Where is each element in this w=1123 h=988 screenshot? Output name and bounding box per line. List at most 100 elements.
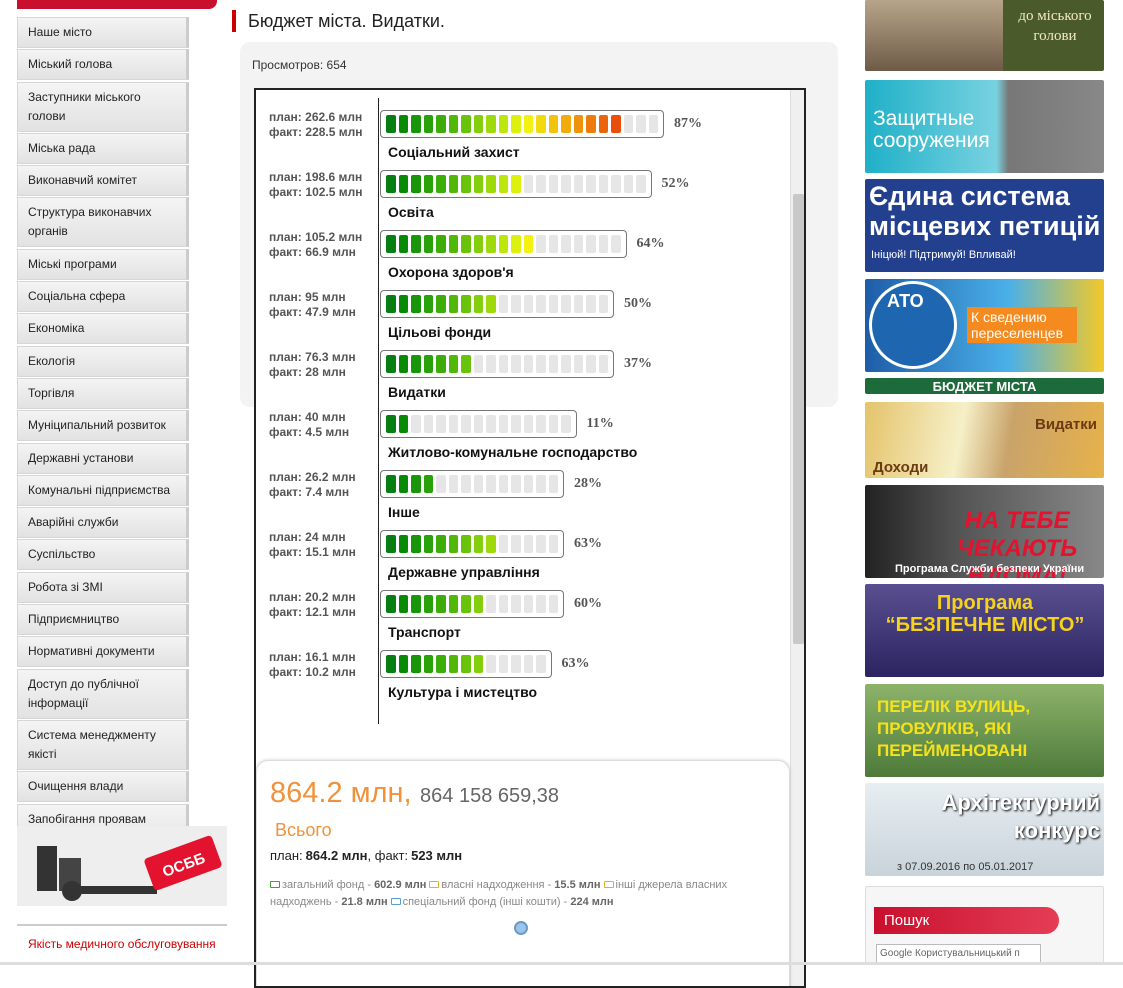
bar-segment [411, 655, 421, 673]
budget-row: план: 40 млн факт: 4.5 млн 11% Житлово-кому… [256, 410, 786, 470]
plan-prefix: план: [269, 170, 302, 184]
plan-label: план: 198.6 млн [269, 170, 362, 185]
mayor-banner[interactable]: до міського голови [865, 0, 1104, 71]
total-amount-line: 864.2 млн, 864 158 659,38 [270, 777, 559, 810]
safe-city-banner[interactable]: Програма “БЕЗПЕЧНЕ МІСТО” [865, 584, 1104, 677]
budget-banner[interactable]: Доходи Видатки [865, 402, 1104, 478]
bar-segment [586, 235, 596, 253]
petitions-banner[interactable]: Єдина система місцевих петицій Ініцюй! П… [865, 179, 1104, 272]
menu-item[interactable]: Наше місто [17, 17, 189, 48]
fact-prefix: факт: [269, 185, 303, 199]
menu-item[interactable]: Міський голова [17, 49, 189, 81]
bar-segment [548, 475, 558, 493]
menu-item[interactable]: Муніципальний розвиток [17, 410, 189, 442]
shelters-banner[interactable]: Защитные сооружения [865, 80, 1104, 173]
percent-label: 37% [624, 356, 652, 371]
menu-item[interactable]: Комунальні підприємства [17, 474, 189, 506]
bar-segment [436, 235, 446, 253]
scrollbar[interactable] [790, 90, 804, 986]
fund-legend: загальний фонд - 602.9 млн власні надходж… [270, 876, 740, 910]
menu-item[interactable]: Суспільство [17, 539, 189, 571]
budget-row: план: 76.3 млн факт: 28 млн 37% Видатки [256, 350, 786, 410]
bar-segment [611, 115, 621, 133]
progress-bar [380, 350, 614, 378]
plan-value: 198.6 млн [305, 170, 363, 184]
menu-item[interactable]: Нормативні документи [17, 636, 189, 668]
arch-banner[interactable]: Архітектурний конкурс з 07.09.2016 по 05… [865, 783, 1104, 876]
menu-item[interactable]: Торгівля [17, 377, 189, 409]
bar-segment [536, 115, 546, 133]
pager-dot[interactable] [514, 921, 528, 935]
plan-label: план: 16.1 млн [269, 650, 356, 665]
bar-segment [498, 475, 508, 493]
menu-item[interactable]: Екологія [17, 345, 189, 377]
fund-item: загальний фонд - 602.9 млн [270, 879, 426, 891]
osbb-banner[interactable]: ОСББ [17, 826, 227, 906]
mayor-text: до міського голови [1018, 8, 1092, 44]
menu-item[interactable]: Структура виконавчих органів [17, 197, 189, 248]
menu-item[interactable]: Робота зі ЗМІ [17, 571, 189, 603]
menu-item[interactable]: Виконавчий комітет [17, 165, 189, 197]
plan-label: план: 262.6 млн [269, 110, 362, 125]
menu-item[interactable]: Заступники міського голови [17, 81, 189, 132]
bar-segment [536, 295, 546, 313]
ato-circle [869, 281, 957, 369]
menu-item[interactable]: Система менеджменту якісті [17, 719, 189, 770]
fact-label: факт: 102.5 млн [269, 185, 363, 200]
bar-segment [536, 175, 546, 193]
bar-segment [573, 175, 583, 193]
plan-caption: , факт: [367, 848, 409, 863]
bar-segment [436, 115, 446, 133]
ato-banner[interactable]: АТО К сведению переселенцев [865, 279, 1104, 372]
fact-label: факт: 15.1 млн [269, 545, 356, 560]
bar-segment [398, 415, 408, 433]
scroll-thumb[interactable] [793, 194, 804, 644]
fact-value: 7.4 млн [305, 485, 350, 499]
fact-prefix: факт: [269, 485, 303, 499]
medical-link[interactable]: Якість медичного обслуговування [28, 937, 216, 951]
plan-amount: 864.2 млн [305, 848, 368, 863]
total-exact: 864 158 659,38 [420, 785, 560, 807]
streets-banner[interactable]: ПЕРЕЛІК ВУЛИЦЬ, ПРОВУЛКІВ, ЯКІ ПЕРЕЙМЕНО… [865, 684, 1104, 777]
bar-segment [436, 355, 446, 373]
fact-value: 102.5 млн [305, 185, 363, 199]
menu-item[interactable]: Аварійні служби [17, 507, 189, 539]
bar-segment [436, 475, 446, 493]
bar-segment [498, 535, 508, 553]
progress-bar [380, 530, 564, 558]
menu-item[interactable]: Міська рада [17, 132, 189, 164]
percent-label: 87% [674, 116, 702, 131]
bar-segment [461, 475, 471, 493]
menu-item[interactable]: Соціальна сфера [17, 281, 189, 313]
menu-item[interactable]: Економіка [17, 313, 189, 345]
bar-segment [536, 235, 546, 253]
fact-prefix: факт: [269, 365, 303, 379]
menu-item[interactable]: Державні установи [17, 442, 189, 474]
total-panel: 864.2 млн, 864 158 659,38 Всього план: 86… [256, 760, 790, 986]
fund-amount: 224 млн [570, 896, 614, 908]
bar-segment [511, 595, 521, 613]
plan-prefix: план: [269, 590, 302, 604]
menu-item[interactable]: Міські програми [17, 248, 189, 280]
percent-label: 28% [574, 476, 602, 491]
bar-segment [486, 355, 496, 373]
plan-value: 20.2 млн [305, 590, 356, 604]
menu-item[interactable]: Очищення влади [17, 771, 189, 803]
category-name: Видатки [388, 384, 446, 400]
fact-label: факт: 10.2 млн [269, 665, 356, 680]
menu-item[interactable]: Доступ до публічної інформації [17, 668, 189, 719]
menu-item[interactable]: Підприємництво [17, 604, 189, 636]
fact-prefix: факт: [269, 605, 303, 619]
bar-segment [473, 655, 483, 673]
progress-bar [380, 650, 552, 678]
bar-segment [548, 175, 558, 193]
percent-label: 11% [586, 416, 614, 431]
budget-row: план: 198.6 млн факт: 102.5 млн 52% Освіта [256, 170, 786, 230]
home-banner[interactable]: НА ТЕБЕ ЧЕКАЮТЬ ВДОМА! Програма Служби б… [865, 485, 1104, 578]
bar-segment [536, 595, 546, 613]
bar-segment [436, 535, 446, 553]
bar-segment [473, 475, 483, 493]
search-input[interactable]: Google Користувальницький п [876, 944, 1041, 964]
percent-label: 63% [574, 536, 602, 551]
